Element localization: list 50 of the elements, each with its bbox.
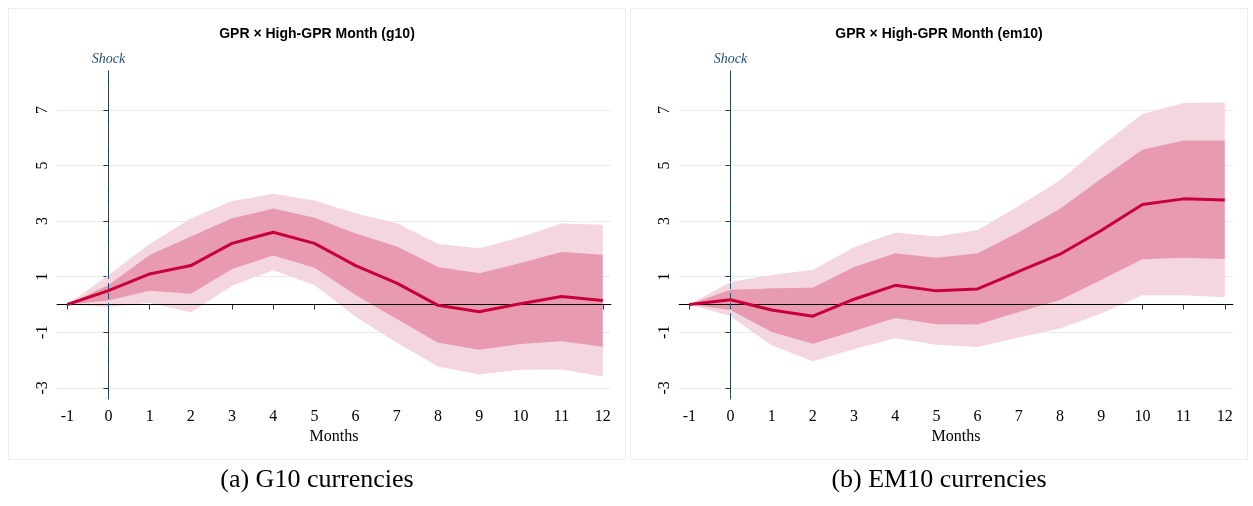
x-tick-label: 9 [1097, 406, 1106, 424]
x-axis-title: Months [309, 427, 359, 445]
x-tick-label: 6 [351, 406, 360, 424]
x-tick-label: 4 [269, 406, 278, 424]
x-tick-label: -1 [682, 406, 696, 424]
line-series [687, 197, 1227, 318]
x-tick-label: 7 [1014, 406, 1023, 424]
y-tick-label: 1 [654, 272, 672, 281]
x-tick-label: 6 [973, 406, 982, 424]
chart-title: GPR × High-GPR Month (g10) [219, 25, 415, 41]
y-tick-label: 7 [32, 105, 50, 114]
y-tick-label: -3 [32, 381, 50, 395]
ref-line-label: Shock [713, 50, 748, 66]
x-tick-label: 0 [104, 406, 113, 424]
y-tick-label: 5 [654, 161, 672, 170]
line-series [65, 230, 605, 314]
x-tick-label: 3 [228, 406, 237, 424]
x-tick-label: 11 [553, 406, 570, 424]
x-tick-label: 12 [594, 406, 611, 424]
x-tick-label: 8 [1056, 406, 1064, 424]
x-tick-label: 10 [512, 406, 529, 424]
x-tick-label: 5 [932, 406, 941, 424]
y-tick-label: 3 [654, 217, 672, 226]
x-tick-label: 1 [767, 406, 776, 424]
y-tick-label: -3 [654, 381, 672, 395]
y-tick-label: 7 [654, 105, 672, 114]
x-tick-label: 2 [808, 406, 817, 424]
x-tick-label: 0 [726, 406, 735, 424]
y-tick-label: 3 [32, 217, 50, 226]
x-tick-label: 5 [310, 406, 319, 424]
x-tick-label: 1 [145, 406, 154, 424]
y-tick-label: -1 [654, 325, 672, 339]
x-tick-label: 10 [1134, 406, 1151, 424]
x-axis-title: Months [931, 427, 981, 445]
y-tick-label: -1 [32, 325, 50, 339]
x-tick-label: -1 [60, 406, 74, 424]
x-tick-label: 12 [1216, 406, 1233, 424]
x-tick-label: 7 [392, 406, 401, 424]
x-tick-label: 8 [434, 406, 442, 424]
text: (b) EM10 currencies [830, 464, 1048, 494]
x-tick-label: 3 [850, 406, 859, 424]
y-tick-label: 1 [32, 272, 50, 281]
text: (a) G10 currencies [219, 464, 415, 494]
x-tick-label: 9 [475, 406, 484, 424]
y-tick-label: 5 [32, 161, 50, 170]
x-tick-label: 4 [891, 406, 900, 424]
chart-title: GPR × High-GPR Month (em10) [835, 25, 1043, 41]
ref-line-label: Shock [91, 50, 126, 66]
x-tick-label: 11 [1175, 406, 1192, 424]
x-tick-label: 2 [186, 406, 195, 424]
